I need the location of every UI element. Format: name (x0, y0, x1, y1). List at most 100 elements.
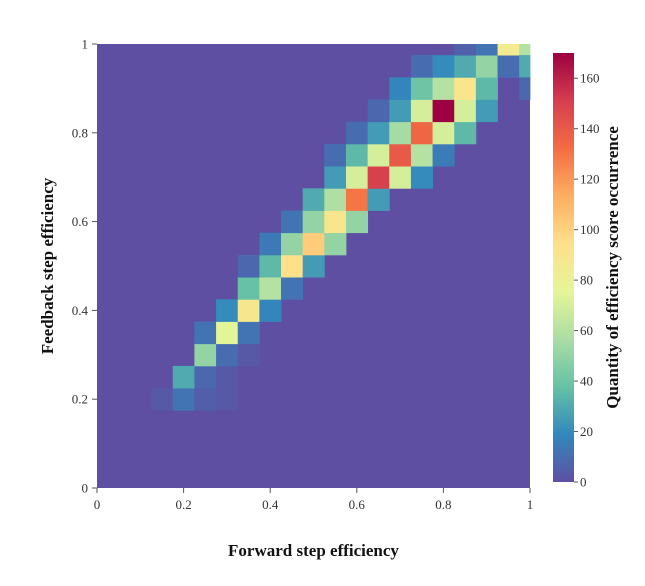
heatmap-cell (194, 321, 217, 345)
heatmap-cell (324, 166, 347, 189)
heatmap-cell (389, 166, 412, 189)
heatmap-cell (216, 321, 239, 345)
heatmap-cell (345, 166, 369, 189)
axes: 0 0.2 0.4 0.6 0.8 1 0 0.2 0.4 0.6 0.8 1 (72, 37, 534, 513)
heatmap-cell (194, 343, 217, 367)
colorbar-tick-label: 40 (580, 374, 593, 389)
colorbar-tick-label: 80 (580, 273, 593, 288)
heatmap-cell (216, 343, 239, 367)
heatmap-cell (410, 55, 433, 78)
heatmap-cell (475, 55, 498, 78)
heatmap-cell (454, 77, 477, 100)
y-tick-label: 0.4 (72, 303, 89, 318)
heatmap-cell (172, 388, 195, 411)
heatmap-cell (172, 365, 195, 389)
colorbar-tick-label: 160 (580, 71, 600, 86)
heatmap-cell (216, 299, 239, 322)
heatmap-cell (497, 44, 520, 56)
heatmap-cell (454, 44, 477, 56)
x-tick-label: 1 (527, 497, 534, 512)
heatmap-cell (345, 188, 369, 211)
colorbar-gradient (553, 53, 574, 482)
colorbar-title: Quantity of efficiency score occurrence (603, 126, 622, 409)
heatmap-cell (345, 210, 369, 234)
heatmap-cell (302, 232, 325, 256)
colorbar-tick-label: 120 (580, 172, 600, 187)
heatmap-cell (367, 99, 390, 123)
heatmap-cell (345, 143, 369, 167)
heatmap-cell (324, 232, 347, 256)
heatmap-cell (281, 254, 304, 278)
heatmap-cell (259, 277, 282, 300)
heatmap-cell (324, 188, 347, 211)
heatmap-cell (389, 121, 412, 145)
heatmap-cell (389, 143, 412, 167)
heatmap-cell (454, 121, 477, 145)
heatmap-cell (410, 121, 433, 145)
heatmap-cell (475, 77, 498, 100)
heatmap-cell (475, 44, 498, 56)
heatmap-cell (410, 99, 433, 123)
colorbar-tick-label: 60 (580, 323, 593, 338)
heatmap-cell (194, 388, 217, 411)
heatmap-cell (237, 343, 260, 367)
colorbar-tick-label: 20 (580, 424, 593, 439)
heatmap-cell (367, 143, 390, 167)
heatmap-cell (324, 210, 347, 234)
x-tick-label: 0.2 (175, 497, 191, 512)
x-tick-label: 0.4 (262, 497, 279, 512)
heatmap-cell (519, 55, 531, 78)
y-tick-label: 0 (82, 481, 89, 496)
y-tick-label: 0.8 (72, 125, 88, 140)
heatmap-cell (216, 365, 239, 389)
y-axis-title: Feedback step efficiency (38, 177, 57, 354)
heatmap-cell (389, 99, 412, 123)
heatmap-cell (454, 55, 477, 78)
heatmap-cell (237, 299, 260, 322)
heatmap-cell (410, 77, 433, 100)
plot-area (97, 44, 531, 488)
x-tick-label: 0.8 (435, 497, 451, 512)
heatmap-cell (324, 143, 347, 167)
heatmap-cell (237, 254, 260, 278)
heatmap-cell (519, 77, 531, 100)
heatmap-cell (475, 99, 498, 123)
heatmap-cell (519, 44, 531, 56)
x-tick-label: 0 (94, 497, 101, 512)
colorbar-tick-label: 140 (580, 121, 600, 136)
heatmap-cell (389, 77, 412, 100)
heatmap-cell (410, 166, 433, 189)
heatmap-cell (302, 188, 325, 211)
heatmap-cell (454, 99, 477, 123)
heatmap-cell (432, 55, 455, 78)
colorbar: 0 20 40 60 80 100 120 140 160 (553, 53, 600, 490)
heatmap-cell (367, 121, 390, 145)
heatmap-cell (410, 143, 433, 167)
heatmap-cell (345, 121, 369, 145)
heatmap-cell (259, 254, 282, 278)
heatmap-cell (302, 254, 325, 278)
heatmap-cell (302, 210, 325, 234)
heatmap-cell (432, 143, 455, 167)
heatmap-cell (281, 210, 304, 234)
heatmap-cell (151, 388, 174, 411)
y-tick-label: 0.6 (72, 214, 89, 229)
heatmap-cell (497, 55, 520, 78)
y-tick-label: 0.2 (72, 392, 88, 407)
heatmap-cell (216, 388, 239, 411)
heatmap-cell (432, 99, 455, 123)
heatmap-cell (367, 166, 390, 189)
heatmap-cell (432, 121, 455, 145)
colorbar-tick-label: 0 (580, 475, 587, 490)
heatmap-cell (259, 232, 282, 256)
heatmap-cell (259, 299, 282, 322)
heatmap-cell (367, 188, 390, 211)
colorbar-tick-label: 100 (580, 222, 600, 237)
heatmap-cell (237, 277, 260, 300)
x-tick-label: 0.6 (349, 497, 366, 512)
x-axis-title: Forward step efficiency (228, 541, 399, 560)
y-tick-label: 1 (82, 37, 89, 52)
heatmap-cell (194, 365, 217, 389)
